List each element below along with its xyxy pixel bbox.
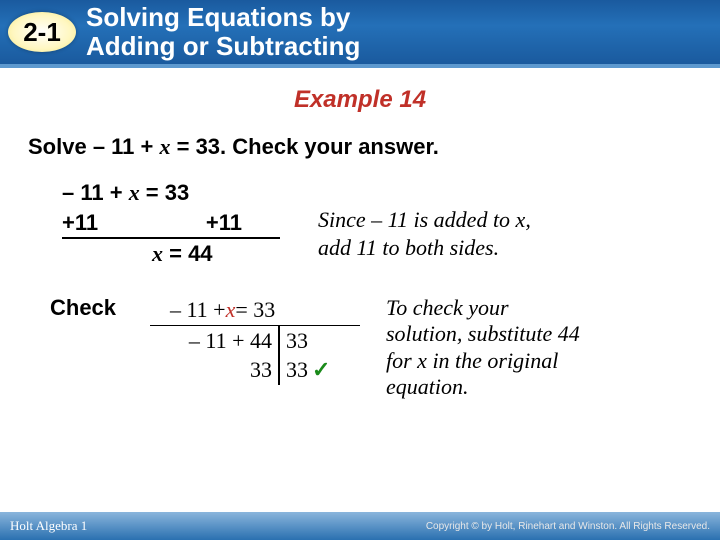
variable-x: x bbox=[152, 241, 163, 266]
work-line1-a: – 11 + bbox=[62, 180, 129, 205]
explain1-line2: add 11 to both sides. bbox=[318, 234, 531, 262]
explain2-line4: equation. bbox=[386, 374, 616, 400]
content-area: Solve – 11 + x = 33. Check your answer. … bbox=[0, 134, 720, 401]
check-l3-lhs: 33 bbox=[150, 355, 280, 385]
check-l2-rhs: 33 bbox=[280, 326, 340, 356]
add-left: +11 bbox=[62, 208, 116, 238]
work-result-a: = 44 bbox=[163, 241, 213, 266]
check-line-2: – 11 + 44 33 bbox=[150, 326, 360, 356]
checkmark-icon: ✓ bbox=[308, 357, 330, 382]
explain1-line1: Since – 11 is added to x, bbox=[318, 206, 531, 234]
chapter-badge: 2-1 bbox=[8, 12, 76, 52]
footer-left: Holt Algebra 1 bbox=[10, 518, 87, 534]
check-label: Check bbox=[50, 295, 150, 401]
title-line-2: Adding or Subtracting bbox=[86, 32, 360, 61]
variable-x: x bbox=[160, 134, 171, 159]
problem-eq-b: = 33. Check your answer. bbox=[171, 134, 439, 159]
variable-x: x bbox=[226, 295, 236, 325]
add-right: +11 bbox=[206, 208, 280, 238]
slide-footer: Holt Algebra 1 Copyright © by Holt, Rine… bbox=[0, 512, 720, 540]
footer-right: Copyright © by Holt, Rinehart and Winsto… bbox=[426, 521, 710, 532]
check-l2-lhs: – 11 + 44 bbox=[150, 326, 280, 356]
check-l1-rhs: = 33 bbox=[235, 295, 275, 325]
work-line1-b: = 33 bbox=[140, 180, 190, 205]
problem-prefix: Solve bbox=[28, 134, 93, 159]
check-l3-rhs: 33✓ bbox=[280, 355, 340, 385]
slide-header: 2-1 Solving Equations by Adding or Subtr… bbox=[0, 0, 720, 68]
chapter-number: 2-1 bbox=[23, 17, 61, 48]
explain2-line2: solution, substitute 44 bbox=[386, 321, 616, 347]
example-heading: Example 14 bbox=[0, 86, 720, 114]
problem-eq-a: – 11 + bbox=[93, 134, 160, 159]
check-l1-lhs: – 11 + bbox=[170, 295, 226, 325]
work-row: – 11 + x = 33 +11 +11 x = 44 Since – 11 … bbox=[62, 178, 692, 269]
work-line-1: – 11 + x = 33 bbox=[62, 178, 280, 208]
work-block: – 11 + x = 33 +11 +11 x = 44 bbox=[62, 178, 280, 269]
work-result: x = 44 bbox=[62, 239, 280, 269]
explanation-2: To check your solution, substitute 44 fo… bbox=[386, 295, 616, 401]
explain2-line1: To check your bbox=[386, 295, 616, 321]
work-add-line: +11 +11 bbox=[62, 208, 280, 240]
check-row: Check – 11 + x = 33 – 11 + 44 33 33 33✓ … bbox=[50, 295, 692, 401]
explain2-line3: for x in the original bbox=[386, 348, 616, 374]
check-work: – 11 + x = 33 – 11 + 44 33 33 33✓ bbox=[150, 295, 360, 401]
problem-statement: Solve – 11 + x = 33. Check your answer. bbox=[28, 134, 692, 160]
explanation-1: Since – 11 is added to x, add 11 to both… bbox=[318, 178, 531, 261]
title-line-1: Solving Equations by bbox=[86, 3, 360, 32]
header-title: Solving Equations by Adding or Subtracti… bbox=[86, 3, 360, 60]
check-line-3: 33 33✓ bbox=[150, 355, 360, 385]
check-l3-rhs-val: 33 bbox=[286, 357, 308, 382]
check-line-1: – 11 + x = 33 bbox=[150, 295, 360, 326]
variable-x: x bbox=[129, 180, 140, 205]
